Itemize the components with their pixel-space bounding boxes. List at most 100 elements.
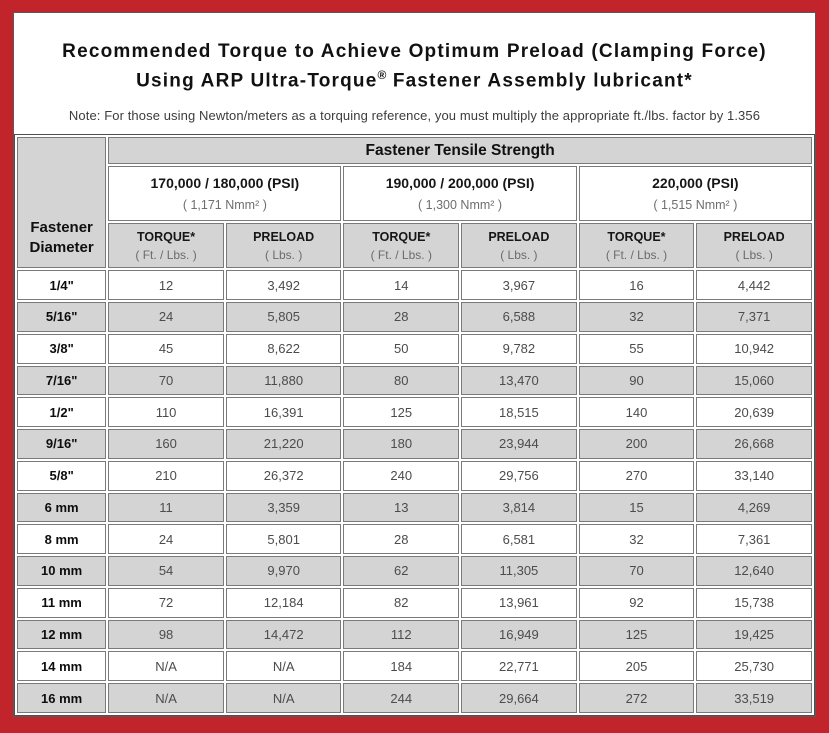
torque-value: 24	[108, 524, 224, 555]
torque-label: TORQUE*	[607, 229, 666, 244]
table-row: 1/4" 12 3,492 14 3,967 16 4,442	[17, 270, 812, 300]
preload-column-header: PRELOAD ( Lbs. )	[696, 223, 812, 269]
psi-group-170-180: 170,000 / 180,000 (PSI) ( 1,171 Nmm² )	[108, 166, 342, 222]
nmm-label: ( 1,171 Nmm² )	[182, 198, 267, 213]
preload-value: 5,805	[225, 301, 342, 332]
preload-value: 15,060	[696, 365, 812, 396]
preload-value: 13,961	[461, 587, 577, 618]
table-row: 6 mm 11 3,359 13 3,814 15 4,269	[17, 492, 812, 523]
preload-column-header: PRELOAD ( Lbs. )	[461, 223, 577, 269]
preload-value: 5,801	[225, 524, 342, 555]
psi-label: 190,000 / 200,000 (PSI)	[385, 175, 535, 192]
torque-value: 90	[578, 365, 695, 396]
psi-group-220: 220,000 (PSI) ( 1,515 Nmm² )	[578, 166, 812, 222]
tensile-strength-header: Fastener Tensile Strength	[108, 137, 812, 165]
row-diameter: 1/2"	[17, 397, 107, 428]
preload-value: 33,519	[696, 683, 812, 713]
preload-value: N/A	[225, 651, 342, 682]
torque-unit: ( Ft. / Lbs. )	[370, 247, 432, 262]
torque-unit: ( Ft. / Lbs. )	[605, 247, 668, 262]
preload-value: 11,880	[225, 365, 342, 396]
table-row: 10 mm 54 9,970 62 11,305 70 12,640	[17, 556, 812, 586]
torque-value: 12	[108, 270, 224, 300]
table-row: 16 mm N/A N/A 244 29,664 272 33,519	[17, 683, 812, 713]
fastener-diameter-header: Fastener Diameter	[17, 137, 107, 269]
torque-value: 13	[343, 492, 460, 523]
preload-value: 29,756	[461, 460, 577, 491]
torque-value: 272	[578, 683, 695, 713]
preload-value: 4,269	[696, 492, 812, 523]
table-body: 1/4" 12 3,492 14 3,967 16 4,442 5/16" 24 5,805 28 6…	[17, 270, 812, 713]
table-row: 5/8" 210 26,372 240 29,756 270 33,140	[17, 460, 812, 491]
torque-column-header: TORQUE* ( Ft. / Lbs. )	[343, 223, 460, 269]
table-row: 8 mm 24 5,801 28 6,581 32 7,361	[17, 524, 812, 555]
torque-value: 244	[343, 683, 460, 713]
nmm-label: ( 1,300 Nmm² )	[418, 198, 503, 213]
torque-label: TORQUE*	[372, 229, 431, 244]
preload-value: 6,588	[461, 301, 577, 332]
preload-value: 3,359	[225, 492, 342, 523]
row-diameter: 7/16"	[17, 365, 107, 396]
psi-label: 170,000 / 180,000 (PSI)	[150, 175, 300, 192]
torque-value: 82	[343, 587, 460, 618]
preload-value: 29,664	[461, 683, 577, 713]
psi-group-header-row: 170,000 / 180,000 (PSI) ( 1,171 Nmm² ) 1…	[17, 166, 812, 222]
table-row: 5/16" 24 5,805 28 6,588 32 7,371	[17, 301, 812, 332]
preload-value: 14,472	[225, 619, 342, 650]
preload-value: 10,942	[696, 333, 812, 364]
torque-value: 80	[343, 365, 460, 396]
preload-value: 19,425	[696, 619, 812, 650]
row-diameter: 9/16"	[17, 429, 107, 459]
torque-value: 45	[108, 333, 224, 364]
torque-value: 70	[108, 365, 224, 396]
preload-column-header: PRELOAD ( Lbs. )	[225, 223, 342, 269]
torque-preload-table: Fastener Diameter Fastener Tensile Stren…	[14, 134, 815, 716]
page-title-line2: Using ARP Ultra-Torque® Fastener Assembl…	[14, 66, 815, 96]
table-row: 14 mm N/A N/A 184 22,771 205 25,730	[17, 651, 812, 682]
torque-column-header: TORQUE* ( Ft. / Lbs. )	[578, 223, 695, 269]
preload-value: 26,372	[225, 460, 342, 491]
row-diameter: 11 mm	[17, 587, 107, 618]
preload-label: PRELOAD	[488, 229, 550, 244]
torque-value: 205	[578, 651, 695, 682]
torque-value: 16	[578, 270, 695, 300]
title-block: Recommended Torque to Achieve Optimum Pr…	[14, 13, 815, 123]
torque-value: N/A	[108, 651, 224, 682]
preload-value: 13,470	[461, 365, 577, 396]
preload-value: 12,640	[696, 556, 812, 586]
preload-value: N/A	[225, 683, 342, 713]
torque-value: 14	[343, 270, 460, 300]
corner-header-line2: Diameter	[29, 238, 94, 256]
torque-value: 92	[578, 587, 695, 618]
torque-value: 125	[343, 397, 460, 428]
preload-value: 16,391	[225, 397, 342, 428]
torque-value: 70	[578, 556, 695, 586]
torque-value: 98	[108, 619, 224, 650]
torque-value: 72	[108, 587, 224, 618]
torque-value: 180	[343, 429, 460, 459]
table-row: 3/8" 45 8,622 50 9,782 55 10,942	[17, 333, 812, 364]
torque-value: 55	[578, 333, 695, 364]
torque-value: 50	[343, 333, 460, 364]
preload-value: 25,730	[696, 651, 812, 682]
preload-value: 9,782	[461, 333, 577, 364]
table-row: 7/16" 70 11,880 80 13,470 90 15,060	[17, 365, 812, 396]
torque-value: 24	[108, 301, 224, 332]
torque-value: 110	[108, 397, 224, 428]
torque-column-header: TORQUE* ( Ft. / Lbs. )	[108, 223, 224, 269]
document-panel: Recommended Torque to Achieve Optimum Pr…	[13, 12, 816, 717]
row-diameter: 5/16"	[17, 301, 107, 332]
row-diameter: 10 mm	[17, 556, 107, 586]
page-title-line1: Recommended Torque to Achieve Optimum Pr…	[62, 41, 767, 62]
torque-value: 54	[108, 556, 224, 586]
preload-value: 3,814	[461, 492, 577, 523]
psi-label: 220,000 (PSI)	[652, 175, 739, 192]
torque-value: 32	[578, 301, 695, 332]
corner-header-line1: Fastener	[30, 218, 93, 236]
preload-value: 7,361	[696, 524, 812, 555]
preload-value: 9,970	[225, 556, 342, 586]
row-diameter: 14 mm	[17, 651, 107, 682]
torque-value: 210	[108, 460, 224, 491]
torque-value: 200	[578, 429, 695, 459]
